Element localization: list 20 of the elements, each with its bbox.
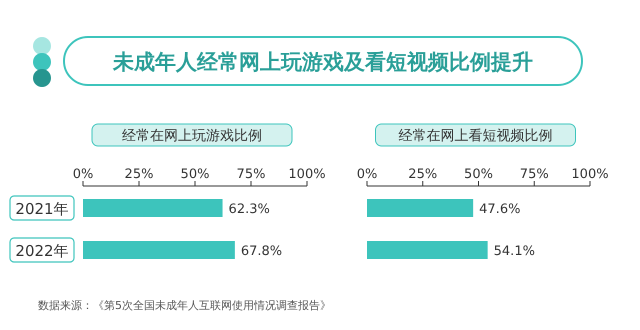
chart-title: 未成年人经常网上玩游戏及看短视频比例提升 (112, 50, 533, 74)
data-label: 47.6% (479, 202, 520, 217)
y-tick-label: 2022年 (15, 242, 69, 260)
x-tick-label: 25% (408, 167, 438, 182)
data-label: 67.8% (240, 244, 282, 259)
chart-subtitle: 经常在网上玩游戏比例 (122, 128, 262, 144)
x-tick-label: 25% (124, 167, 154, 182)
x-tick-label: 75% (236, 167, 266, 182)
x-tick-label: 50% (180, 167, 210, 182)
chart-subtitle: 经常在网上看短视频比例 (398, 128, 552, 144)
x-tick-label: 0% (72, 167, 94, 182)
data-label: 54.1% (494, 244, 535, 259)
x-tick-label: 100% (288, 167, 326, 182)
x-tick-label: 75% (520, 167, 549, 182)
x-tick-label: 100% (571, 167, 609, 182)
data-label: 62.3% (228, 202, 270, 217)
x-tick-label: 0% (356, 167, 378, 182)
source-note: 数据来源：《第5次全国未成年人互联网使用情况调查报告》 (38, 299, 331, 312)
x-tick-label: 50% (464, 167, 493, 182)
y-tick-label: 2021年 (15, 200, 69, 218)
